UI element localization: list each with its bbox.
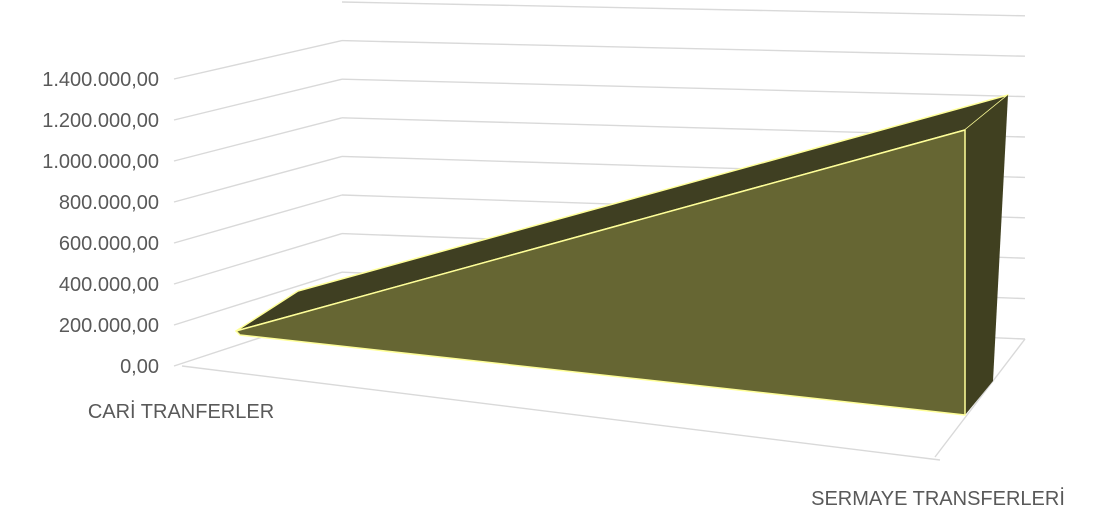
x-category-label: SERMAYE TRANSFERLERİ [811, 487, 1065, 510]
y-tick-label: 1.200.000,00 [42, 110, 159, 132]
y-tick-label: 0,00 [120, 356, 159, 378]
gridline-left [173, 39, 343, 80]
area-side-face [965, 95, 1008, 415]
gridline-back [341, 78, 1026, 98]
gridline-left [173, 117, 343, 162]
y-tick-label: 600.000,00 [59, 233, 159, 255]
y-tick-label: 1.400.000,00 [42, 69, 159, 91]
gridline-back [341, 1, 1026, 17]
gridline-left [173, 78, 343, 121]
x-category-label: CARİ TRANFERLER [88, 400, 274, 423]
gridline-back [341, 39, 1026, 57]
area-series [235, 94, 1009, 416]
gridline-left [173, 194, 343, 244]
y-tick-label: 800.000,00 [59, 192, 159, 214]
floor-right-edge [934, 338, 1026, 458]
floor-front-edge [181, 365, 941, 461]
y-tick-label: 1.000.000,00 [42, 151, 159, 173]
axis-labels: 0,00 200.000,00 400.000,00 600.000,00 800.00… [42, 69, 1065, 510]
gridline-left [173, 155, 343, 203]
y-tick-label: 400.000,00 [59, 274, 159, 296]
gridline-left [173, 232, 343, 285]
gridline-left [173, 271, 343, 326]
area-front-face [235, 129, 966, 416]
y-tick-label: 200.000,00 [59, 315, 159, 337]
